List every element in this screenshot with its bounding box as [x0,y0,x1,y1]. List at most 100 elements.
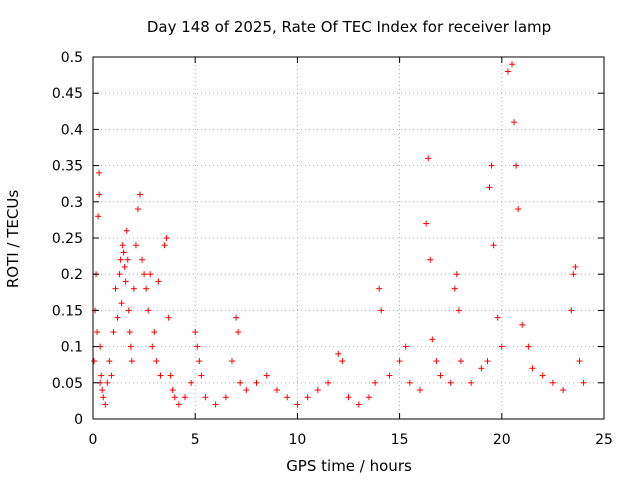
data-point [119,242,126,249]
data-points [91,61,587,408]
data-point [488,162,495,169]
data-point [284,394,291,401]
data-point [151,329,158,336]
data-point [126,329,133,336]
y-tick-label: 0.15 [52,303,83,319]
y-axis-label: ROTI / TECUs [4,190,22,288]
data-point [149,343,156,350]
data-point [263,372,270,379]
data-point [94,329,101,336]
data-point [365,394,372,401]
data-point [511,119,518,126]
data-point [335,350,342,357]
data-point [325,379,332,386]
data-point [118,300,125,307]
data-point [402,343,409,350]
data-point [116,271,123,278]
data-point [196,358,203,365]
data-point [417,387,424,394]
y-tick-label: 0.45 [52,86,83,102]
x-tick-label: 0 [89,432,98,448]
data-point [228,358,235,365]
data-point [102,401,109,408]
data-point [167,372,174,379]
data-point [153,358,160,365]
data-point [155,278,162,285]
data-point [478,365,485,372]
data-point [429,336,436,343]
data-point [143,285,150,292]
y-tick-label: 0.5 [61,50,83,66]
data-point [100,394,107,401]
data-point [451,285,458,292]
y-tick-label: 0 [74,412,83,428]
data-point [175,401,182,408]
data-point [188,379,195,386]
data-point [560,387,567,394]
data-point [95,213,102,220]
x-tick-label: 10 [288,432,306,448]
data-point [468,379,475,386]
data-point [294,401,301,408]
data-point [447,379,454,386]
data-point [110,329,117,336]
data-point [494,314,501,321]
data-point [457,358,464,365]
data-point [484,358,491,365]
data-point [235,329,242,336]
data-point [194,343,201,350]
data-point [572,263,579,270]
data-point [376,285,383,292]
data-point [132,242,139,249]
data-point [423,220,430,227]
data-point [124,256,131,263]
data-point [304,394,311,401]
data-point [427,256,434,263]
y-tick-label: 0.35 [52,159,83,175]
data-point [112,285,119,292]
data-point [137,191,144,198]
data-point [345,394,352,401]
data-point [106,358,113,365]
data-point [504,68,511,75]
data-point [121,263,128,270]
y-tick-label: 0.3 [61,195,83,211]
data-point [515,206,522,213]
data-point [486,184,493,191]
data-point [212,401,219,408]
data-point [165,314,172,321]
data-point [192,329,199,336]
axis-ticks: 0 0.05 0.1 0.15 0.2 0.25 0.3 0.35 0.4 0.45 0.5 0 5 10… [52,50,613,448]
data-point [243,387,250,394]
data-point [233,314,240,321]
data-point [273,387,280,394]
data-point [509,61,516,68]
data-point [437,372,444,379]
data-point [147,271,154,278]
data-point [157,372,164,379]
data-point [525,343,532,350]
data-point [139,256,146,263]
data-point [498,343,505,350]
data-point [576,358,583,365]
data-point [314,387,321,394]
data-point [529,365,536,372]
data-point [222,394,229,401]
data-point [98,372,105,379]
data-point [549,379,556,386]
x-tick-label: 20 [493,432,511,448]
data-point [372,379,379,386]
data-point [568,307,575,314]
x-tick-label: 25 [595,432,613,448]
data-point [169,387,176,394]
data-point [386,372,393,379]
data-point [433,358,440,365]
data-point [114,314,121,321]
y-tick-label: 0.2 [61,267,83,283]
data-point [171,394,178,401]
data-point [406,379,413,386]
y-tick-label: 0.4 [61,122,83,138]
data-point [127,343,134,350]
data-point [141,271,148,278]
data-point [96,169,103,176]
